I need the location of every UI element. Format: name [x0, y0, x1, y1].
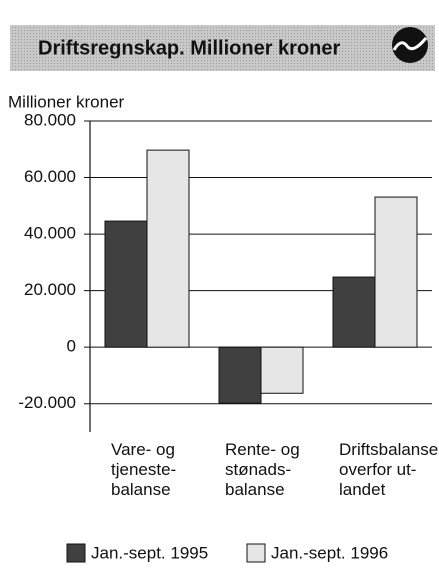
legend-label: Jan.-sept. 1996 [271, 543, 388, 562]
x-tick-label: Rente- og stønads- balanse [225, 440, 300, 499]
x-tick-label: Driftsbalanse overfor ut- landet [339, 440, 439, 499]
legend-swatch [246, 543, 266, 563]
chart-title: Driftsregnskap. Millioner kroner [38, 37, 341, 59]
y-axis-label: Millioner kroner [8, 92, 125, 111]
bar [374, 196, 418, 348]
bar [146, 149, 190, 348]
bar [260, 346, 304, 394]
title-banner [10, 25, 435, 71]
legend-swatch [66, 543, 86, 563]
y-tick-label: 80.000 [24, 110, 76, 129]
y-tick-label: 40.000 [24, 224, 76, 243]
y-tick-label: 60.000 [24, 167, 76, 186]
bar [332, 276, 376, 348]
y-tick-label: 0 [67, 337, 76, 356]
bar [104, 220, 148, 348]
y-tick-label: -20.000 [18, 393, 76, 412]
y-tick-label: 20.000 [24, 280, 76, 299]
legend-label: Jan.-sept. 1995 [91, 543, 208, 562]
x-tick-label: Vare- og tjeneste- balanse [111, 440, 177, 499]
icon [392, 27, 428, 63]
bar [218, 346, 262, 404]
